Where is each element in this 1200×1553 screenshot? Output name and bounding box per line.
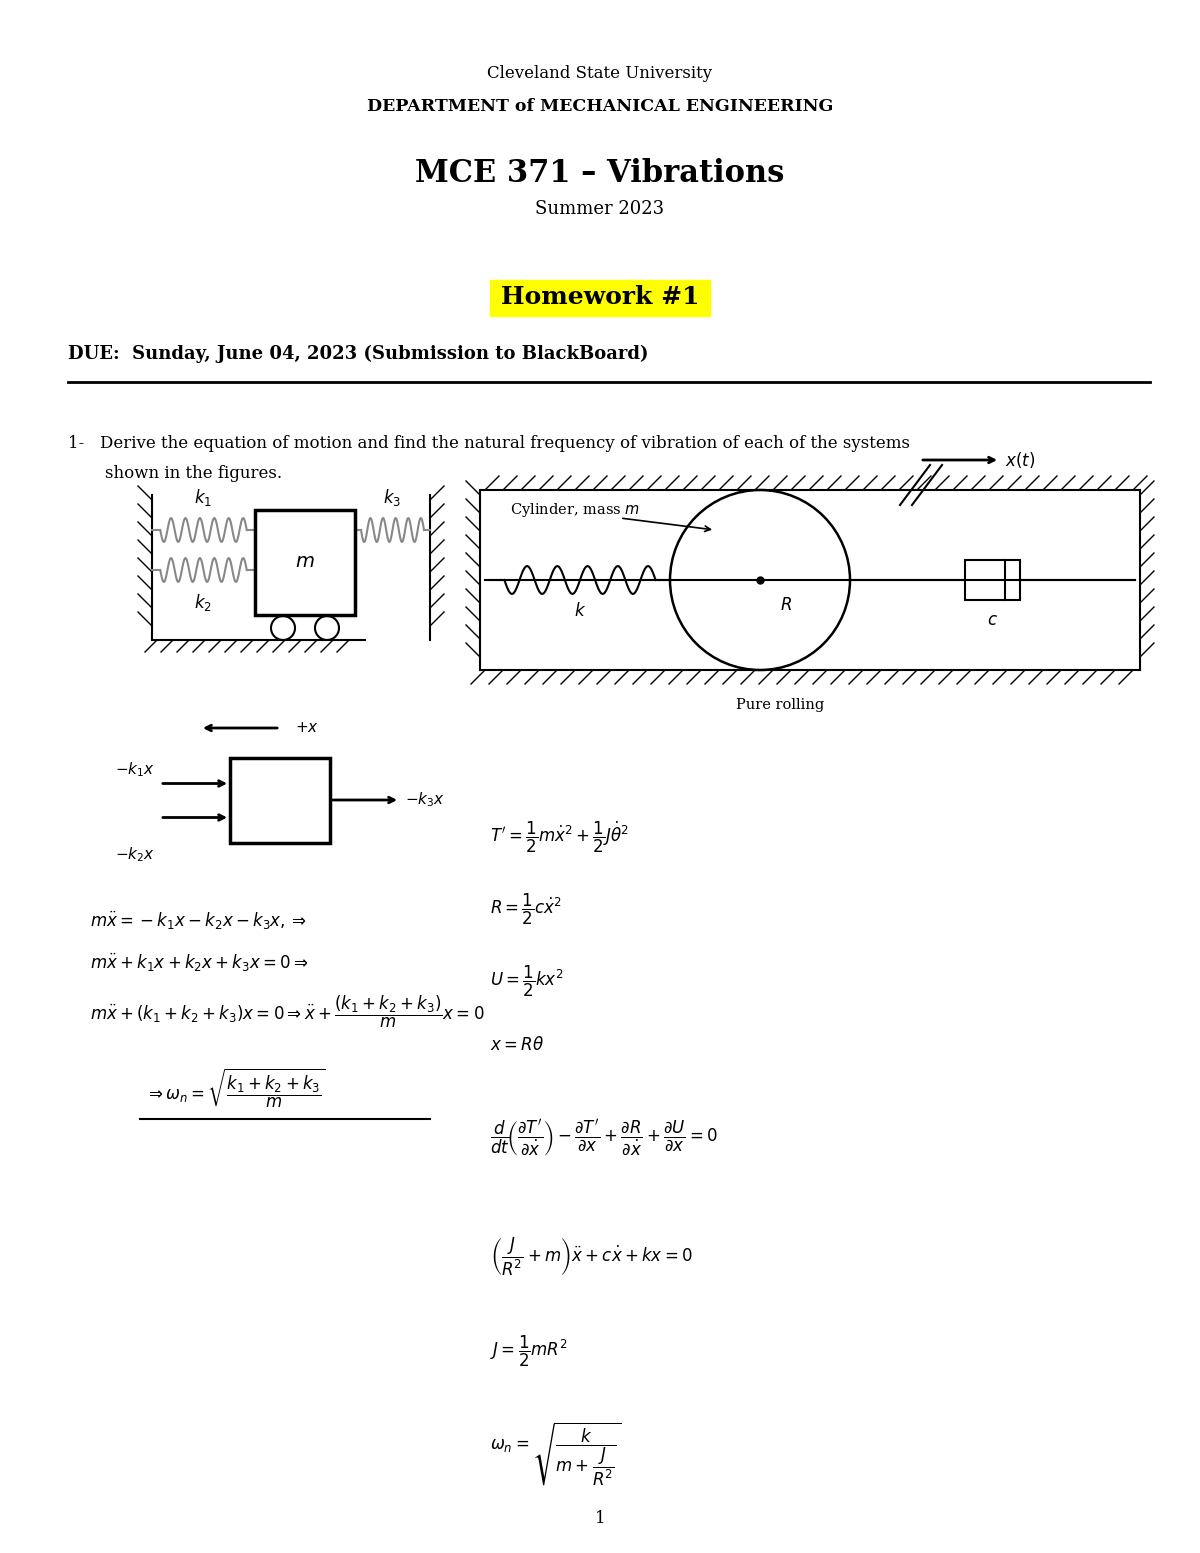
Text: $m\ddot{x} + k_1x + k_2x + k_3x = 0 \Rightarrow$: $m\ddot{x} + k_1x + k_2x + k_3x = 0 \Rig… xyxy=(90,952,308,974)
Text: $+x$: $+x$ xyxy=(295,721,319,735)
FancyBboxPatch shape xyxy=(490,280,710,315)
Text: $m\ddot{x} = -k_1x - k_2x - k_3x, \Rightarrow$: $m\ddot{x} = -k_1x - k_2x - k_3x, \Right… xyxy=(90,910,307,932)
Text: $T' = \dfrac{1}{2}m\dot{x}^2 + \dfrac{1}{2}J\dot{\theta}^2$: $T' = \dfrac{1}{2}m\dot{x}^2 + \dfrac{1}… xyxy=(490,820,629,856)
Text: 1-   Derive the equation of motion and find the natural frequency of vibration o: 1- Derive the equation of motion and fin… xyxy=(68,435,910,452)
Text: $J = \dfrac{1}{2}mR^2$: $J = \dfrac{1}{2}mR^2$ xyxy=(490,1334,568,1370)
Text: Cylinder, mass $m$: Cylinder, mass $m$ xyxy=(510,502,640,519)
Text: $m\ddot{x} + (k_1 + k_2 + k_3)x = 0 \Rightarrow \ddot{x} + \dfrac{(k_1 + k_2 + k: $m\ddot{x} + (k_1 + k_2 + k_3)x = 0 \Rig… xyxy=(90,994,485,1030)
Text: shown in the figures.: shown in the figures. xyxy=(106,464,282,481)
Text: $c$: $c$ xyxy=(986,612,997,629)
Text: $k$: $k$ xyxy=(574,603,586,620)
Text: $k_1$: $k_1$ xyxy=(194,488,212,508)
Text: MCE 371 – Vibrations: MCE 371 – Vibrations xyxy=(415,158,785,189)
Text: $-k_1x$: $-k_1x$ xyxy=(115,761,155,780)
Text: $k_2$: $k_2$ xyxy=(194,592,212,613)
Text: $-k_2x$: $-k_2x$ xyxy=(115,846,155,865)
Text: $\dfrac{d}{dt}\!\left(\dfrac{\partial T'}{\partial \dot{x}}\right) - \dfrac{\par: $\dfrac{d}{dt}\!\left(\dfrac{\partial T'… xyxy=(490,1118,718,1160)
Text: $\Rightarrow \omega_n = \sqrt{\dfrac{k_1 + k_2 + k_3}{m}}$: $\Rightarrow \omega_n = \sqrt{\dfrac{k_1… xyxy=(145,1067,326,1110)
Text: Cleveland State University: Cleveland State University xyxy=(487,65,713,82)
Text: $x(t)$: $x(t)$ xyxy=(1006,450,1036,471)
Text: $k_3$: $k_3$ xyxy=(383,488,401,508)
Text: $m$: $m$ xyxy=(295,553,314,572)
Text: Homework #1: Homework #1 xyxy=(500,286,700,309)
Text: Pure rolling: Pure rolling xyxy=(736,697,824,711)
Text: $\left(\dfrac{J}{R^2} + m\right)\ddot{x} + c\dot{x} + kx = 0$: $\left(\dfrac{J}{R^2} + m\right)\ddot{x}… xyxy=(490,1236,692,1278)
Text: 1: 1 xyxy=(595,1510,605,1527)
Text: $-k_3x$: $-k_3x$ xyxy=(406,790,445,809)
Text: Summer 2023: Summer 2023 xyxy=(535,200,665,217)
Text: $x = R\theta$: $x = R\theta$ xyxy=(490,1036,544,1054)
Text: $\omega_n = \sqrt{\dfrac{k}{m + \dfrac{J}{R^2}}}$: $\omega_n = \sqrt{\dfrac{k}{m + \dfrac{J… xyxy=(490,1421,622,1488)
Bar xyxy=(965,561,1020,599)
Text: $R = \dfrac{1}{2}c\dot{x}^2$: $R = \dfrac{1}{2}c\dot{x}^2$ xyxy=(490,891,562,927)
Text: $U = \dfrac{1}{2}kx^2$: $U = \dfrac{1}{2}kx^2$ xyxy=(490,964,564,999)
Text: DUE:  Sunday, June 04, 2023 (Submission to BlackBoard): DUE: Sunday, June 04, 2023 (Submission t… xyxy=(68,345,648,363)
Text: DEPARTMENT of MECHANICAL ENGINEERING: DEPARTMENT of MECHANICAL ENGINEERING xyxy=(367,98,833,115)
Bar xyxy=(230,758,330,843)
Bar xyxy=(256,509,355,615)
Text: $R$: $R$ xyxy=(780,596,792,613)
